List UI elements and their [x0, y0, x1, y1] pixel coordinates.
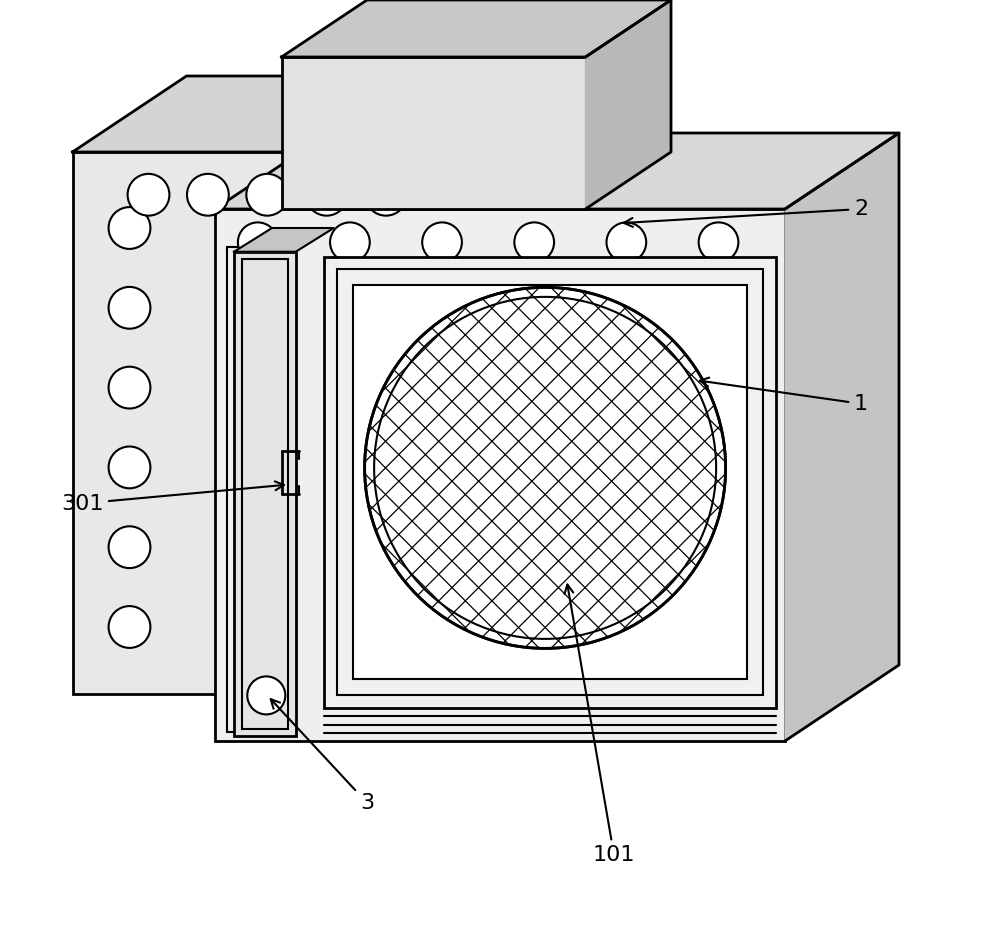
Text: 3: 3: [271, 699, 374, 813]
Circle shape: [109, 207, 150, 249]
Bar: [242, 259, 288, 729]
Polygon shape: [215, 133, 899, 209]
Polygon shape: [73, 76, 538, 152]
Circle shape: [109, 526, 150, 568]
Circle shape: [109, 367, 150, 408]
Bar: [227, 247, 289, 732]
Bar: [73, 152, 424, 694]
Circle shape: [109, 606, 150, 648]
Circle shape: [422, 222, 462, 262]
Circle shape: [238, 222, 278, 262]
Bar: [337, 269, 763, 695]
Circle shape: [606, 222, 646, 262]
Circle shape: [109, 287, 150, 329]
Bar: [234, 252, 296, 736]
Polygon shape: [282, 0, 671, 57]
Circle shape: [187, 174, 229, 216]
Polygon shape: [234, 228, 334, 252]
Bar: [353, 285, 747, 679]
Bar: [282, 57, 586, 209]
Circle shape: [365, 174, 407, 216]
Polygon shape: [785, 133, 899, 741]
Circle shape: [247, 676, 285, 714]
Text: 101: 101: [564, 584, 635, 865]
Circle shape: [365, 287, 726, 649]
Circle shape: [128, 174, 169, 216]
Circle shape: [109, 446, 150, 488]
Circle shape: [699, 222, 738, 262]
Polygon shape: [424, 76, 538, 694]
Polygon shape: [586, 0, 671, 209]
Bar: [324, 256, 776, 708]
Text: 1: 1: [700, 377, 868, 414]
Circle shape: [246, 174, 288, 216]
Circle shape: [306, 174, 348, 216]
Bar: [215, 209, 785, 741]
Circle shape: [330, 222, 370, 262]
Text: 301: 301: [61, 482, 284, 514]
Circle shape: [514, 222, 554, 262]
Text: 2: 2: [624, 199, 868, 227]
